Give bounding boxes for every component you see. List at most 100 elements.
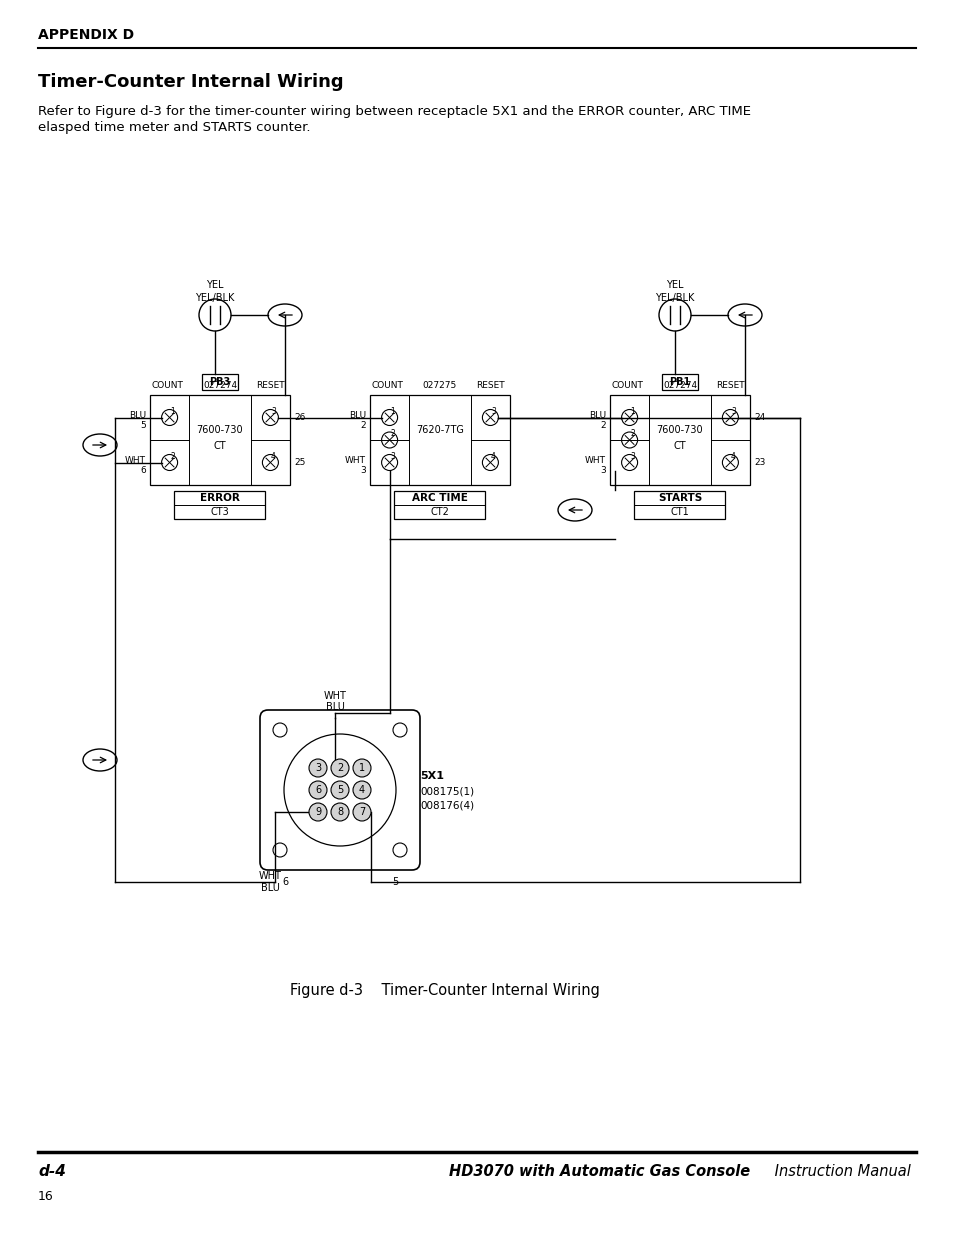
Circle shape [331,760,349,777]
Text: WHT: WHT [258,871,281,881]
Text: STARTS: STARTS [658,493,701,503]
Text: 6: 6 [140,466,146,475]
Circle shape [331,781,349,799]
Text: 5: 5 [392,877,397,887]
Bar [370,395,510,485]
Circle shape [353,803,371,821]
Text: WHT: WHT [125,456,146,466]
Text: COUNT: COUNT [612,382,643,390]
Text: RESET: RESET [256,382,285,390]
Text: 1: 1 [358,763,365,773]
Text: PB3: PB3 [209,377,231,387]
Text: 2: 2 [390,430,395,438]
Text: YEL: YEL [206,280,224,290]
Text: 4: 4 [271,452,275,461]
Circle shape [353,781,371,799]
Text: 5X1: 5X1 [419,771,443,781]
Text: 027275: 027275 [422,382,456,390]
Text: 4: 4 [730,452,735,461]
Text: CT: CT [213,441,226,451]
Text: 008176(4): 008176(4) [419,802,474,811]
Text: 2: 2 [360,421,366,430]
Text: 7: 7 [358,806,365,818]
Text: ARC TIME: ARC TIME [412,493,468,503]
Text: 5: 5 [336,785,343,795]
Text: BLU: BLU [260,883,279,893]
Text: 2: 2 [336,763,343,773]
Text: elasped time meter and STARTS counter.: elasped time meter and STARTS counter. [38,121,310,135]
Text: 6: 6 [314,785,321,795]
Text: 24: 24 [753,412,764,422]
Text: ERROR: ERROR [200,493,240,503]
Text: 4: 4 [358,785,365,795]
Bar [609,395,749,485]
Circle shape [331,803,349,821]
Text: 16: 16 [38,1189,53,1203]
Text: 2: 2 [630,430,635,438]
Text: CT: CT [673,441,685,451]
Bar [202,374,237,390]
Bar [395,492,485,519]
Text: 027274: 027274 [203,382,236,390]
Text: 8: 8 [336,806,343,818]
Text: 25: 25 [294,458,305,467]
Text: 5: 5 [140,421,146,430]
Text: BLU: BLU [349,411,366,420]
Text: 7600-730: 7600-730 [656,425,702,435]
Text: 7620-7TG: 7620-7TG [416,425,463,435]
Text: BLU: BLU [588,411,605,420]
Text: d-4: d-4 [38,1165,66,1179]
Text: RESET: RESET [476,382,504,390]
Circle shape [309,760,327,777]
Text: YEL/BLK: YEL/BLK [655,293,694,303]
Text: 027274: 027274 [662,382,697,390]
Text: 1: 1 [390,408,395,416]
Text: BLU: BLU [129,411,146,420]
Text: Instruction Manual: Instruction Manual [769,1165,910,1179]
Text: CT1: CT1 [670,508,689,517]
Text: 2: 2 [170,452,174,461]
Text: BLU: BLU [325,701,344,713]
Text: CT2: CT2 [430,508,449,517]
Text: 3: 3 [360,466,366,475]
Text: 3: 3 [271,408,275,416]
Text: 1: 1 [630,408,635,416]
Circle shape [309,781,327,799]
Text: HD3070 with Automatic Gas Console: HD3070 with Automatic Gas Console [449,1165,750,1179]
Bar [174,492,265,519]
Text: WHT: WHT [323,692,346,701]
Circle shape [353,760,371,777]
Text: CT3: CT3 [211,508,229,517]
Text: 26: 26 [294,412,305,422]
Text: COUNT: COUNT [372,382,403,390]
Text: 3: 3 [491,408,496,416]
Text: 008175(1): 008175(1) [419,787,474,797]
Text: 3: 3 [730,408,735,416]
Text: 6: 6 [282,877,288,887]
Text: 4: 4 [491,452,496,461]
Text: RESET: RESET [716,382,744,390]
Bar [661,374,698,390]
Text: Figure d-3    Timer-Counter Internal Wiring: Figure d-3 Timer-Counter Internal Wiring [290,983,599,998]
Text: 7600-730: 7600-730 [196,425,243,435]
Text: COUNT: COUNT [152,382,184,390]
Text: WHT: WHT [584,456,605,466]
Text: YEL: YEL [665,280,683,290]
Text: YEL/BLK: YEL/BLK [195,293,234,303]
Text: 3: 3 [314,763,321,773]
Text: PB1: PB1 [669,377,690,387]
Text: 23: 23 [753,458,764,467]
Text: 3: 3 [599,466,605,475]
Text: 3: 3 [390,452,395,461]
Text: WHT: WHT [345,456,366,466]
Text: 2: 2 [599,421,605,430]
Text: 1: 1 [170,408,174,416]
Bar [634,492,724,519]
Bar [150,395,290,485]
Text: 3: 3 [630,452,635,461]
Text: Refer to Figure d-3 for the timer-counter wiring between receptacle 5X1 and the : Refer to Figure d-3 for the timer-counte… [38,105,750,119]
Text: 9: 9 [314,806,321,818]
Text: Timer-Counter Internal Wiring: Timer-Counter Internal Wiring [38,73,343,91]
Text: APPENDIX D: APPENDIX D [38,28,134,42]
Circle shape [309,803,327,821]
